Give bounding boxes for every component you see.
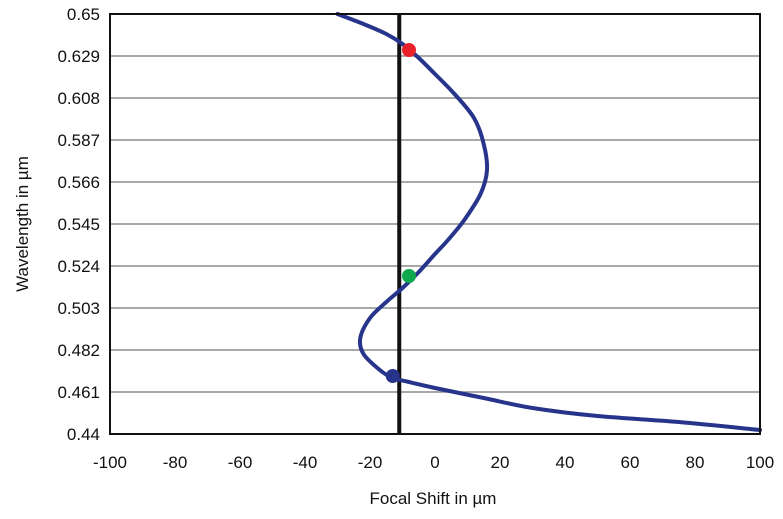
y-tick-label: 0.65 bbox=[67, 5, 100, 24]
y-tick-label: 0.545 bbox=[57, 215, 100, 234]
y-tick-labels: 0.44 0.461 0.482 0.503 0.524 0.545 0.566 0.587 0… bbox=[57, 5, 100, 444]
data-point-marker bbox=[402, 269, 416, 283]
x-tick-label: 100 bbox=[746, 453, 774, 472]
y-tick-label: 0.629 bbox=[57, 47, 100, 66]
x-tick-label: -100 bbox=[93, 453, 127, 472]
x-tick-labels: -100 -80 -60 -40 -20 0 20 40 60 80 100 bbox=[93, 453, 774, 472]
x-tick-label: 20 bbox=[491, 453, 510, 472]
x-tick-label: 40 bbox=[556, 453, 575, 472]
x-tick-label: 80 bbox=[686, 453, 705, 472]
x-tick-label: -60 bbox=[228, 453, 253, 472]
y-tick-label: 0.482 bbox=[57, 341, 100, 360]
x-tick-label: -80 bbox=[163, 453, 188, 472]
data-point-marker bbox=[402, 43, 416, 57]
y-tick-label: 0.587 bbox=[57, 131, 100, 150]
y-tick-label: 0.461 bbox=[57, 383, 100, 402]
x-axis-title: Focal Shift in µm bbox=[370, 489, 497, 508]
x-tick-label: -20 bbox=[358, 453, 383, 472]
grid-layer bbox=[110, 55, 760, 393]
marker-layer bbox=[385, 43, 416, 383]
y-tick-label: 0.503 bbox=[57, 299, 100, 318]
y-tick-label: 0.608 bbox=[57, 89, 100, 108]
x-tick-label: -40 bbox=[293, 453, 318, 472]
y-tick-label: 0.44 bbox=[67, 425, 100, 444]
y-tick-label: 0.566 bbox=[57, 173, 100, 192]
x-tick-label: 60 bbox=[621, 453, 640, 472]
y-tick-label: 0.524 bbox=[57, 257, 100, 276]
data-point-marker bbox=[385, 369, 400, 383]
x-tick-label: 0 bbox=[430, 453, 439, 472]
y-axis-title: Wavelength in µm bbox=[13, 156, 32, 292]
plot-frame bbox=[109, 13, 761, 435]
